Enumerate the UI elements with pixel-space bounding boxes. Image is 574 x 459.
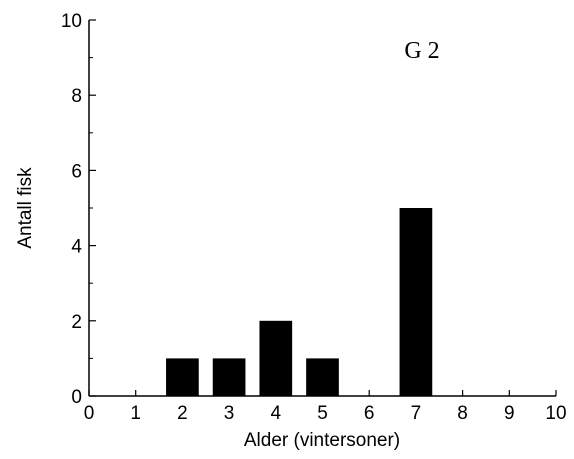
bar-age-3 bbox=[212, 358, 246, 396]
y-tick-label-4: 4 bbox=[71, 237, 82, 258]
x-axis-label: Alder (vintersoner) bbox=[244, 430, 400, 451]
bar-age-7 bbox=[399, 208, 433, 396]
x-tick-label-7: 7 bbox=[411, 403, 422, 424]
chart-annotation: G 2 bbox=[404, 38, 439, 64]
y-ticks-group: 0 2 4 6 8 10 bbox=[61, 11, 96, 408]
y-tick-label-8: 8 bbox=[71, 86, 82, 107]
x-tick-label-10: 10 bbox=[545, 403, 566, 424]
x-tick-label-2: 2 bbox=[177, 403, 188, 424]
bars-group bbox=[166, 208, 433, 396]
bar-age-5 bbox=[306, 358, 339, 396]
bar-age-4 bbox=[259, 320, 293, 396]
y-tick-label-10: 10 bbox=[61, 11, 82, 32]
x-tick-label-5: 5 bbox=[317, 403, 328, 424]
x-tick-label-3: 3 bbox=[224, 403, 235, 424]
x-tick-label-4: 4 bbox=[271, 403, 282, 424]
y-tick-label-0: 0 bbox=[71, 387, 82, 408]
x-tick-label-0: 0 bbox=[84, 403, 95, 424]
x-tick-label-9: 9 bbox=[504, 403, 515, 424]
y-axis-label: Antall fisk bbox=[15, 167, 36, 249]
x-tick-label-6: 6 bbox=[364, 403, 375, 424]
y-tick-label-6: 6 bbox=[71, 161, 82, 182]
x-tick-label-8: 8 bbox=[457, 403, 468, 424]
x-tick-label-1: 1 bbox=[130, 403, 141, 424]
y-tick-label-2: 2 bbox=[71, 312, 82, 333]
bar-age-2 bbox=[166, 358, 199, 396]
x-ticks-group: 0 1 2 3 4 5 6 7 8 9 10 bbox=[84, 390, 567, 424]
